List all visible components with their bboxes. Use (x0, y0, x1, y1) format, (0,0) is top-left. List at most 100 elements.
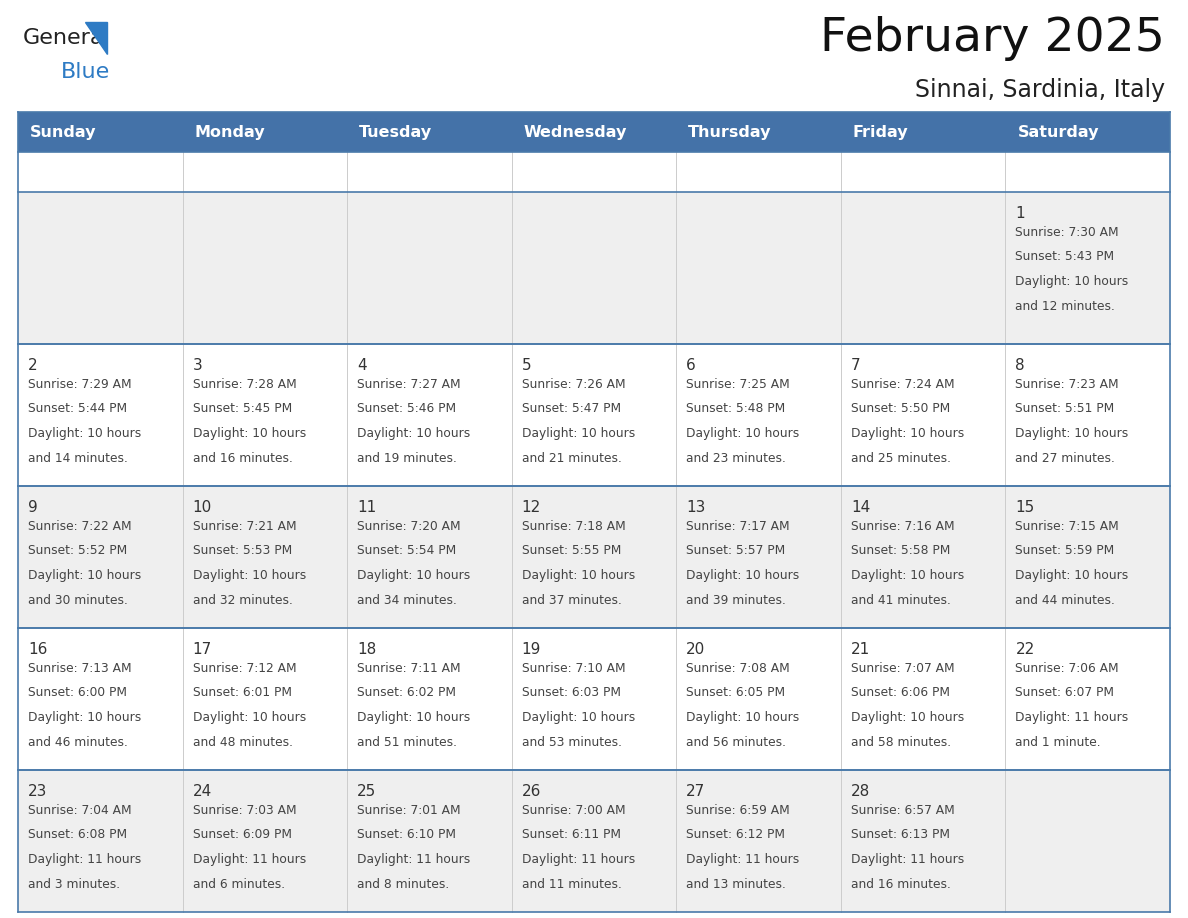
Text: Sunrise: 7:16 AM: Sunrise: 7:16 AM (851, 520, 954, 533)
Text: and 37 minutes.: and 37 minutes. (522, 594, 621, 607)
Text: February 2025: February 2025 (820, 16, 1165, 61)
Text: Daylight: 10 hours: Daylight: 10 hours (851, 569, 965, 582)
Text: Sunrise: 7:28 AM: Sunrise: 7:28 AM (192, 378, 296, 391)
Text: Sunrise: 7:07 AM: Sunrise: 7:07 AM (851, 662, 954, 675)
Text: Sunset: 5:46 PM: Sunset: 5:46 PM (358, 402, 456, 416)
Text: Sunrise: 7:11 AM: Sunrise: 7:11 AM (358, 662, 461, 675)
Text: Daylight: 10 hours: Daylight: 10 hours (29, 569, 141, 582)
Text: Sinnai, Sardinia, Italy: Sinnai, Sardinia, Italy (915, 78, 1165, 102)
Text: Thursday: Thursday (688, 125, 772, 140)
Text: 24: 24 (192, 784, 211, 799)
Text: Daylight: 10 hours: Daylight: 10 hours (687, 711, 800, 724)
Text: 4: 4 (358, 358, 367, 373)
Text: 27: 27 (687, 784, 706, 799)
Text: Sunrise: 7:18 AM: Sunrise: 7:18 AM (522, 520, 625, 533)
Text: Sunrise: 7:04 AM: Sunrise: 7:04 AM (29, 804, 132, 817)
Polygon shape (86, 22, 107, 54)
Text: and 48 minutes.: and 48 minutes. (192, 735, 292, 748)
Text: 21: 21 (851, 642, 870, 657)
Text: Daylight: 10 hours: Daylight: 10 hours (358, 711, 470, 724)
Text: 8: 8 (1016, 358, 1025, 373)
Text: Sunset: 5:51 PM: Sunset: 5:51 PM (1016, 402, 1114, 416)
Text: and 58 minutes.: and 58 minutes. (851, 735, 950, 748)
Text: and 32 minutes.: and 32 minutes. (192, 594, 292, 607)
Text: and 12 minutes.: and 12 minutes. (1016, 299, 1116, 312)
Text: Sunrise: 7:12 AM: Sunrise: 7:12 AM (192, 662, 296, 675)
Text: Sunset: 6:13 PM: Sunset: 6:13 PM (851, 829, 950, 842)
Text: Sunset: 5:47 PM: Sunset: 5:47 PM (522, 402, 621, 416)
Text: and 11 minutes.: and 11 minutes. (522, 878, 621, 890)
Text: Friday: Friday (853, 125, 909, 140)
Text: Sunset: 5:57 PM: Sunset: 5:57 PM (687, 544, 785, 557)
Text: Daylight: 10 hours: Daylight: 10 hours (29, 711, 141, 724)
Text: Sunrise: 7:24 AM: Sunrise: 7:24 AM (851, 378, 954, 391)
Text: Sunset: 6:03 PM: Sunset: 6:03 PM (522, 687, 620, 700)
Text: Sunrise: 7:30 AM: Sunrise: 7:30 AM (1016, 226, 1119, 239)
Text: Sunrise: 7:10 AM: Sunrise: 7:10 AM (522, 662, 625, 675)
Text: Daylight: 10 hours: Daylight: 10 hours (1016, 275, 1129, 288)
Bar (18, 344, 1170, 486)
Text: Daylight: 10 hours: Daylight: 10 hours (522, 569, 634, 582)
Bar (18, 112, 183, 152)
Text: Sunset: 5:53 PM: Sunset: 5:53 PM (192, 544, 292, 557)
Text: Sunset: 6:08 PM: Sunset: 6:08 PM (29, 829, 127, 842)
Text: 22: 22 (1016, 642, 1035, 657)
Text: 7: 7 (851, 358, 860, 373)
Text: Sunrise: 7:17 AM: Sunrise: 7:17 AM (687, 520, 790, 533)
Text: and 27 minutes.: and 27 minutes. (1016, 452, 1116, 465)
Text: 11: 11 (358, 500, 377, 515)
Text: Blue: Blue (61, 62, 110, 82)
Text: 6: 6 (687, 358, 696, 373)
Text: Sunrise: 7:15 AM: Sunrise: 7:15 AM (1016, 520, 1119, 533)
Text: General: General (23, 28, 110, 48)
Text: and 30 minutes.: and 30 minutes. (29, 594, 128, 607)
Text: Sunset: 6:02 PM: Sunset: 6:02 PM (358, 687, 456, 700)
Text: 19: 19 (522, 642, 541, 657)
Text: Daylight: 10 hours: Daylight: 10 hours (192, 427, 305, 440)
Text: Daylight: 10 hours: Daylight: 10 hours (522, 427, 634, 440)
Text: Sunrise: 7:21 AM: Sunrise: 7:21 AM (192, 520, 296, 533)
Text: Sunrise: 6:59 AM: Sunrise: 6:59 AM (687, 804, 790, 817)
Text: and 44 minutes.: and 44 minutes. (1016, 594, 1116, 607)
Text: and 3 minutes.: and 3 minutes. (29, 878, 120, 890)
Text: 9: 9 (29, 500, 38, 515)
Text: 17: 17 (192, 642, 211, 657)
Text: and 19 minutes.: and 19 minutes. (358, 452, 457, 465)
Text: and 46 minutes.: and 46 minutes. (29, 735, 128, 748)
Text: Sunset: 6:00 PM: Sunset: 6:00 PM (29, 687, 127, 700)
Text: Sunrise: 7:08 AM: Sunrise: 7:08 AM (687, 662, 790, 675)
Text: Sunset: 6:10 PM: Sunset: 6:10 PM (358, 829, 456, 842)
Text: Sunset: 6:06 PM: Sunset: 6:06 PM (851, 687, 950, 700)
Text: Sunrise: 7:20 AM: Sunrise: 7:20 AM (358, 520, 461, 533)
Text: Sunrise: 7:23 AM: Sunrise: 7:23 AM (1016, 378, 1119, 391)
Text: Sunset: 5:59 PM: Sunset: 5:59 PM (1016, 544, 1114, 557)
Text: Daylight: 11 hours: Daylight: 11 hours (522, 853, 634, 866)
Text: Sunset: 6:07 PM: Sunset: 6:07 PM (1016, 687, 1114, 700)
Bar (18, 486, 1170, 628)
Text: Daylight: 10 hours: Daylight: 10 hours (851, 711, 965, 724)
Text: 5: 5 (522, 358, 531, 373)
Text: Daylight: 11 hours: Daylight: 11 hours (358, 853, 470, 866)
Text: Sunrise: 7:03 AM: Sunrise: 7:03 AM (192, 804, 296, 817)
Text: and 8 minutes.: and 8 minutes. (358, 878, 449, 890)
Text: and 51 minutes.: and 51 minutes. (358, 735, 457, 748)
Text: Daylight: 11 hours: Daylight: 11 hours (29, 853, 141, 866)
Text: Sunrise: 7:25 AM: Sunrise: 7:25 AM (687, 378, 790, 391)
Text: Daylight: 10 hours: Daylight: 10 hours (687, 427, 800, 440)
Text: Daylight: 10 hours: Daylight: 10 hours (29, 427, 141, 440)
Text: Monday: Monday (195, 125, 265, 140)
Text: 1: 1 (1016, 206, 1025, 221)
Text: Sunrise: 7:26 AM: Sunrise: 7:26 AM (522, 378, 625, 391)
Text: 20: 20 (687, 642, 706, 657)
Text: and 16 minutes.: and 16 minutes. (192, 452, 292, 465)
Text: Sunrise: 7:22 AM: Sunrise: 7:22 AM (29, 520, 132, 533)
Bar (676, 112, 841, 152)
Text: Sunrise: 7:29 AM: Sunrise: 7:29 AM (29, 378, 132, 391)
Text: Sunrise: 7:06 AM: Sunrise: 7:06 AM (1016, 662, 1119, 675)
Bar (841, 112, 1005, 152)
Text: Daylight: 10 hours: Daylight: 10 hours (1016, 427, 1129, 440)
Text: 10: 10 (192, 500, 211, 515)
Text: Daylight: 11 hours: Daylight: 11 hours (192, 853, 305, 866)
Text: Daylight: 10 hours: Daylight: 10 hours (687, 569, 800, 582)
Text: Sunrise: 7:00 AM: Sunrise: 7:00 AM (522, 804, 625, 817)
